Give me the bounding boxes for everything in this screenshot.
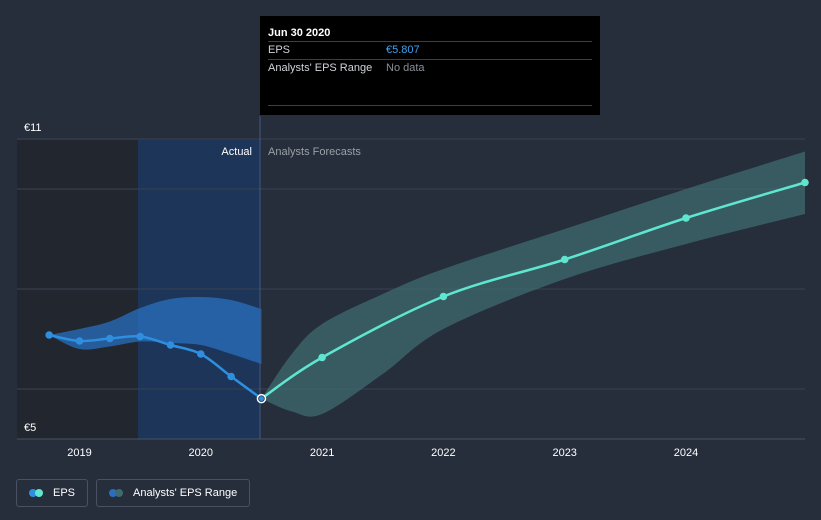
eps-point-forecast-4[interactable] bbox=[682, 214, 690, 222]
eps-point-actual-3[interactable] bbox=[136, 332, 144, 341]
eps-chart: €11 €5 2019 2020 2021 2022 2023 2024 Actual A… bbox=[17, 116, 809, 459]
data-tooltip: Jun 30 2020 EPS €5.807 Analysts' EPS Ran… bbox=[260, 16, 600, 115]
range-band-actual bbox=[49, 296, 262, 364]
range-legend-icon bbox=[109, 489, 125, 497]
eps-point-forecast-2[interactable] bbox=[439, 292, 448, 301]
eps-point-forecast-1[interactable] bbox=[318, 353, 326, 362]
legend-range-label: Analysts' EPS Range bbox=[133, 487, 238, 499]
x-tick-label-4: 2023 bbox=[552, 447, 576, 459]
tooltip-date: Jun 30 2020 bbox=[268, 27, 331, 39]
legend-eps-toggle[interactable]: EPS bbox=[16, 479, 89, 507]
legend-eps-label: EPS bbox=[53, 487, 76, 499]
tooltip-eps-value: €5.807 bbox=[386, 44, 420, 56]
legend-range-toggle[interactable]: Analysts' EPS Range bbox=[96, 479, 251, 507]
eps-point-actual-4[interactable] bbox=[166, 341, 175, 349]
range-band-forecast bbox=[261, 151, 805, 417]
x-tick-label-1: 2020 bbox=[189, 447, 213, 459]
tooltip-divider bbox=[268, 105, 592, 106]
x-tick-label-0: 2019 bbox=[67, 447, 91, 459]
tooltip-eps-label: EPS bbox=[268, 44, 291, 56]
eps-point-actual-1[interactable] bbox=[75, 337, 84, 345]
eps-point-actual-6[interactable] bbox=[227, 372, 235, 381]
chart-legend: EPS Analysts' EPS Range bbox=[16, 479, 251, 507]
eps-point-forecast-5[interactable] bbox=[801, 178, 809, 187]
tooltip-eps-row: EPS €5.807 bbox=[268, 41, 592, 59]
eps-point-forecast-3[interactable] bbox=[560, 255, 569, 264]
tooltip-range-row: Analysts' EPS Range No data bbox=[268, 59, 592, 77]
eps-point-actual-5[interactable] bbox=[197, 350, 205, 358]
eps-point-highlighted-core bbox=[258, 396, 264, 402]
actual-section-label: Actual bbox=[221, 146, 252, 158]
y-tick-label-top: €11 bbox=[24, 122, 42, 134]
eps-legend-icon bbox=[29, 489, 45, 497]
x-tick-label-5: 2024 bbox=[674, 447, 698, 459]
x-tick-label-2: 2021 bbox=[310, 447, 334, 459]
eps-point-actual-0[interactable] bbox=[45, 331, 53, 339]
tooltip-range-value: No data bbox=[386, 62, 425, 74]
y-tick-label-bottom: €5 bbox=[24, 422, 36, 434]
x-tick-labels: 2019 2020 2021 2022 2023 2024 bbox=[67, 447, 698, 459]
tooltip-range-label: Analysts' EPS Range bbox=[268, 62, 373, 74]
series-points bbox=[45, 178, 809, 404]
x-tick-label-3: 2022 bbox=[431, 447, 455, 459]
eps-point-actual-2[interactable] bbox=[106, 334, 114, 343]
range-bands bbox=[49, 151, 805, 417]
forecast-section-label: Analysts Forecasts bbox=[268, 146, 361, 158]
